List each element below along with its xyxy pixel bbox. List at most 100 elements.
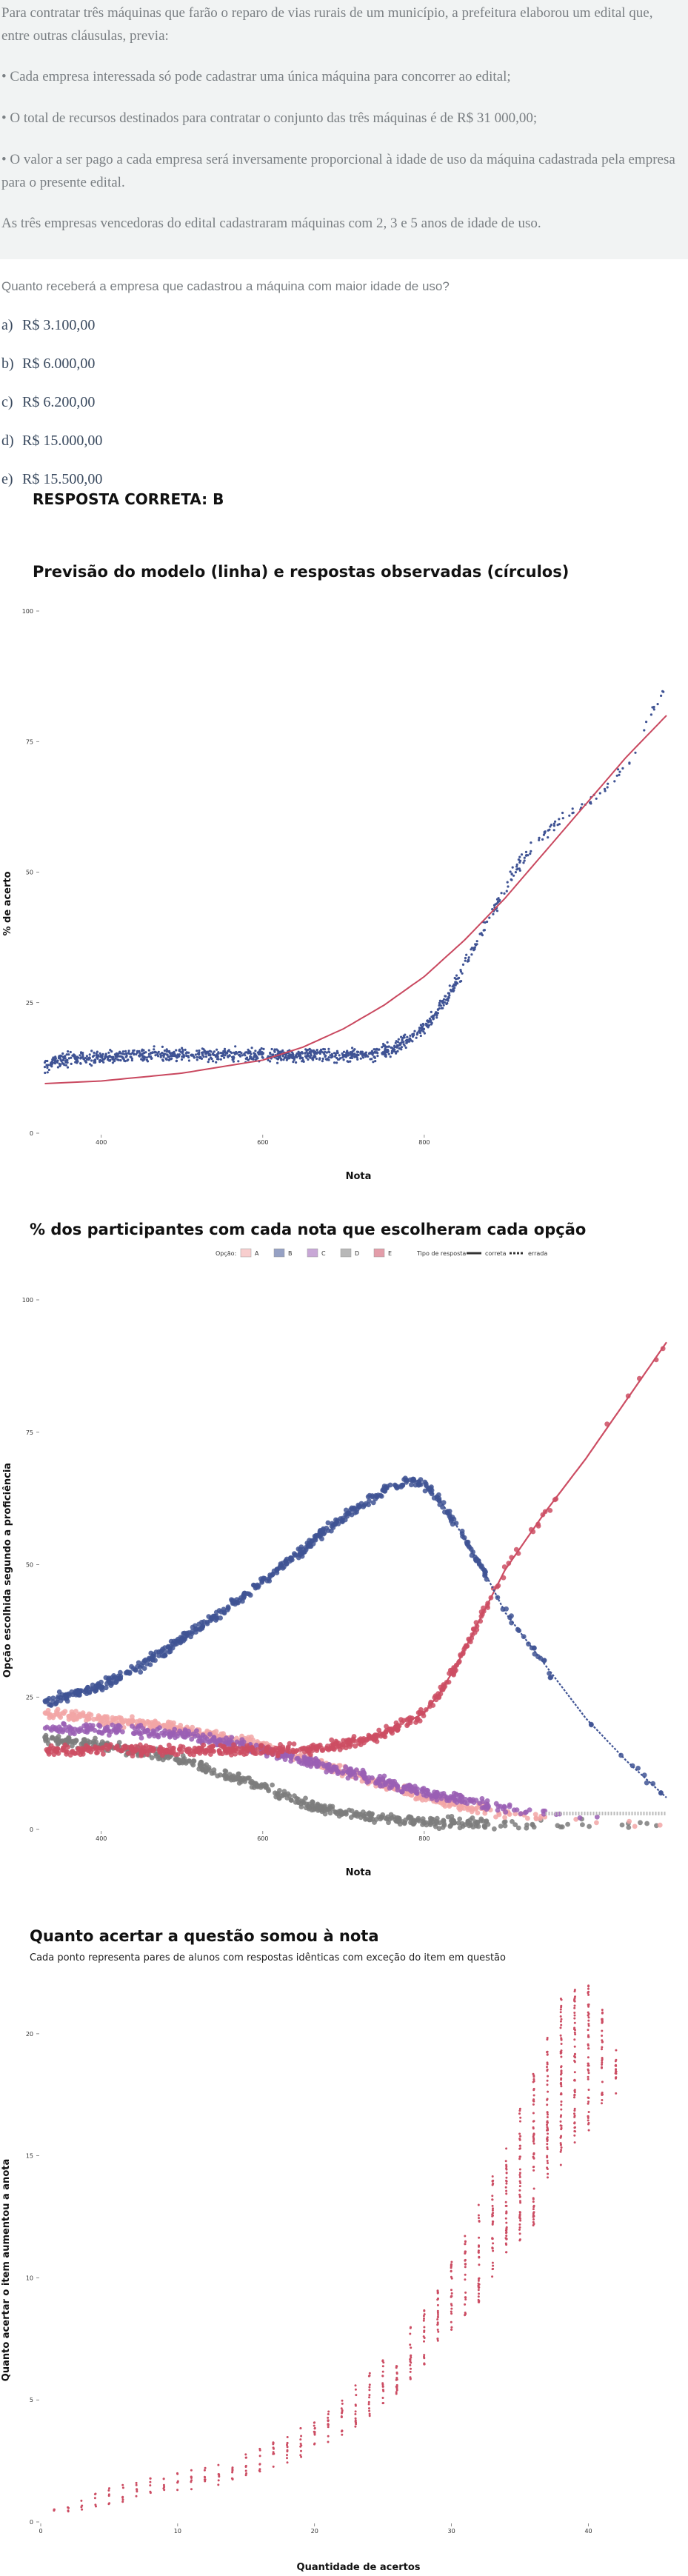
chart3-point (327, 2440, 330, 2443)
chart2-point-D (510, 1819, 515, 1824)
chart3-point (614, 2072, 617, 2075)
chart3-point (217, 2483, 220, 2486)
chart2-point-E (383, 1729, 389, 1735)
chart3-point (381, 2385, 384, 2388)
chart2-point-B (295, 1546, 301, 1552)
chart2-point-B (349, 1505, 355, 1511)
chart2-point-D (247, 1775, 252, 1781)
chart1-observed-point (319, 1048, 323, 1051)
chart3-point (560, 2149, 563, 2152)
chart1-observed-point (113, 1059, 116, 1062)
chart2-point-E (273, 1745, 278, 1751)
chart1-observed-point (167, 1058, 170, 1061)
chart3-point (231, 2471, 234, 2474)
chart1-observed-point (376, 1055, 379, 1058)
answer-option[interactable]: b) R$ 6.000,00 (1, 356, 95, 373)
chart3-point (532, 2166, 535, 2169)
chart3-point (286, 2443, 288, 2446)
chart1-observed-point (67, 1050, 70, 1053)
chart3-point (381, 2383, 384, 2386)
chart1-observed-point (425, 1024, 428, 1027)
chart2-point-C (302, 1756, 308, 1762)
chart1-observed-point (333, 1055, 337, 1058)
answer-option[interactable]: d) R$ 15.000,00 (1, 433, 102, 450)
chart2-point-D (322, 1803, 327, 1809)
answer-option[interactable]: c) R$ 6.200,00 (1, 394, 95, 411)
chart3-point (587, 2047, 590, 2050)
chart1-observed-point (88, 1057, 91, 1060)
chart2-point-C (239, 1740, 245, 1746)
chart1-observed-point (510, 878, 512, 881)
chart3-point (381, 2397, 384, 2399)
chart2-point-D (279, 1793, 285, 1799)
chart1-observed-point (267, 1058, 270, 1061)
chart3-point (559, 2120, 562, 2123)
chart3-point (505, 2176, 508, 2179)
chart2-point-D (482, 1824, 488, 1830)
chart1-observed-point (290, 1055, 293, 1058)
chart3-point (573, 2079, 575, 2082)
chart2-point-D (310, 1803, 315, 1809)
chart1-observed-point (254, 1050, 257, 1052)
chart2-point-E (207, 1748, 213, 1754)
answer-option[interactable]: e) R$ 15.500,00 (1, 471, 102, 488)
chart1-observed-point (517, 858, 521, 861)
chart1-observed-point (292, 1055, 295, 1058)
chart3-point (354, 2388, 357, 2391)
chart2-point-D (515, 1825, 521, 1831)
chart3-point (436, 2329, 439, 2331)
chart3-point (546, 2126, 549, 2129)
statement-closing: As três empresas vencedoras do edital ca… (1, 216, 541, 231)
chart3-point (395, 2386, 398, 2389)
option-letter: d) (1, 433, 14, 449)
chart2-point-B (54, 1699, 60, 1705)
chart3-point (546, 2066, 548, 2069)
chart1-observed-point (98, 1052, 101, 1055)
chart1-observed-point (373, 1055, 375, 1058)
chart3-point (573, 2045, 576, 2048)
chart1-observed-point (342, 1058, 345, 1061)
chart3-point (505, 2210, 508, 2213)
chart2-point-E (241, 1746, 247, 1752)
chart1-observed-point (217, 1058, 220, 1061)
chart3-point (258, 2470, 261, 2473)
chart1-observed-point (467, 956, 470, 959)
answer-option[interactable]: a) R$ 3.100,00 (1, 317, 95, 334)
chart3-point (504, 2242, 507, 2245)
chart2-point-D (66, 1735, 71, 1741)
chart1-observed-point (384, 1044, 387, 1047)
chart3-point (559, 2143, 562, 2146)
chart2-point-B (171, 1638, 177, 1644)
chart2-point-B (370, 1500, 376, 1506)
chart3-point (587, 2062, 590, 2065)
chart2-point-B (404, 1479, 409, 1485)
chart1-observed-point (258, 1049, 261, 1052)
chart2-point-E (79, 1746, 85, 1752)
chart1-observed-point (301, 1056, 304, 1060)
chart3-point (587, 2005, 590, 2008)
chart2-point-E (67, 1752, 73, 1758)
chart3-point (381, 2389, 384, 2392)
chart3-point (327, 2420, 330, 2423)
chart1-observed-point (278, 1056, 281, 1059)
chart3-point (258, 2455, 261, 2457)
chart1-ytick-label: 0 (30, 1130, 33, 1137)
chart2-point-D (378, 1816, 384, 1822)
chart1-observed-point (138, 1052, 141, 1055)
chart1-observed-point (130, 1055, 133, 1058)
chart3-point (587, 2097, 590, 2099)
chart3-point (272, 2443, 275, 2446)
chart3-ytick-label: 5 (30, 2397, 33, 2403)
chart3-point (409, 2378, 412, 2380)
chart3-xlabel: Quantidade de acertos (297, 2562, 421, 2573)
chart3-point (532, 2132, 535, 2135)
chart2-ytick-label: 0 (30, 1826, 33, 1833)
chart3-point (423, 2354, 426, 2357)
chart3-point (518, 2180, 521, 2183)
chart3-point (519, 2182, 522, 2184)
chart2-point-C (288, 1758, 294, 1764)
chart3-point (546, 2143, 549, 2146)
chart1-observed-point (556, 824, 559, 827)
chart1-observed-point (295, 1061, 298, 1064)
chart1-observed-point (163, 1049, 166, 1052)
